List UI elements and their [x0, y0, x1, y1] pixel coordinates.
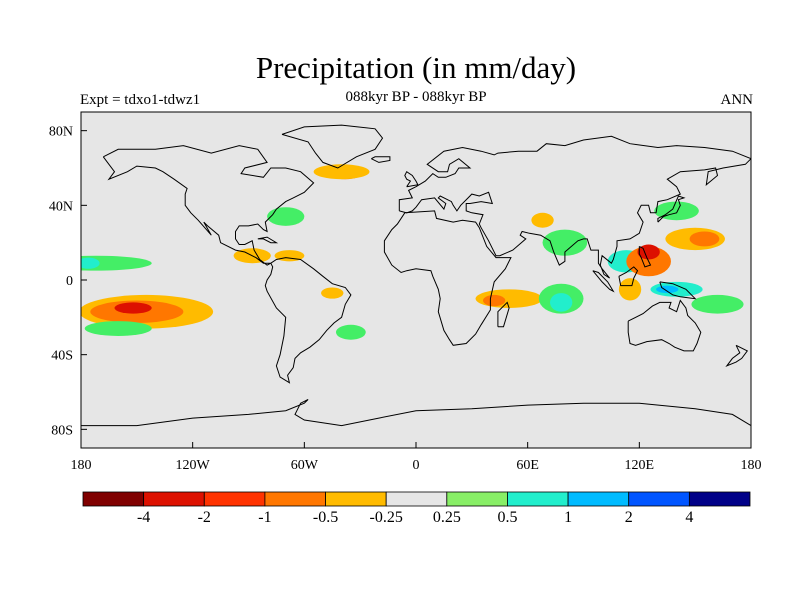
colorbar-label: -0.5 [313, 509, 338, 526]
anomaly-brazil-dry [321, 287, 344, 299]
anomaly-indian-ocean-wet-core [550, 293, 573, 312]
anomaly-south-pacific-dry-center [114, 302, 152, 314]
colorbar-label: -4 [137, 509, 150, 526]
colorbar-label: 0.25 [433, 509, 461, 526]
anomaly-australia-dry [618, 278, 642, 301]
period-subtitle: 088kyr BP - 088kyr BP [345, 89, 487, 105]
anomaly-coral-sea-wet [691, 294, 744, 314]
colorbar-swatch [446, 491, 508, 507]
x-tick-label: 120E [625, 458, 655, 473]
coastline-australia [627, 299, 702, 352]
coastline-philippines [638, 245, 652, 268]
coastline-south-america [264, 257, 352, 384]
colorbar-swatch [82, 491, 145, 507]
y-tick-label: 40N [49, 199, 73, 214]
colorbar-swatch [628, 491, 690, 507]
colorbar-label: -0.25 [370, 509, 403, 526]
colorbar-label: 0.5 [497, 509, 517, 526]
anomaly-greenland-sea-dry-edge [313, 164, 370, 180]
anomaly-north-pacific-tropical-band [81, 255, 152, 271]
colorbar-swatch [143, 491, 205, 507]
page-title: Precipitation (in mm/day) [255, 50, 577, 85]
x-tick-label: 60E [516, 458, 539, 473]
anomaly-south-atlantic-wet [335, 324, 366, 340]
coastline-cuba [257, 236, 279, 244]
anomaly-east-africa-dry-core [483, 294, 506, 307]
coastline-madagascar [497, 301, 510, 328]
colorbar-label: 4 [685, 509, 693, 526]
anomaly-west-pacific-dry-core [689, 231, 720, 247]
anomaly-north-pacific-tropical-band-east [81, 257, 100, 269]
anomaly-north-atlantic-wet [267, 207, 305, 226]
anomaly-arabian-sea-dry [531, 212, 554, 228]
coastlines [81, 124, 751, 427]
map-background [81, 112, 751, 448]
x-tick-label: 120W [176, 458, 211, 473]
colorbar-swatch [688, 491, 751, 507]
y-tick-label: 40S [51, 349, 73, 364]
coastline-japan [657, 195, 686, 223]
coastline-sumatra [592, 270, 615, 293]
colorbar-label: 2 [625, 509, 633, 526]
coastline-great-britain [404, 170, 419, 188]
coastline-north-america [102, 145, 315, 266]
experiment-label: Expt = tdxo1-tdwz1 [80, 92, 201, 108]
x-tick-label: 60W [291, 458, 319, 473]
coastline-greenland [281, 124, 384, 169]
anomaly-india-wet [542, 229, 588, 256]
colorbar-label: -1 [258, 509, 271, 526]
x-tick-label: 0 [413, 458, 420, 473]
x-tick-label: 180 [71, 458, 92, 473]
colorbar-swatch [264, 491, 326, 507]
coastline-new-guinea [659, 281, 697, 300]
colorbar-label: 1 [564, 509, 572, 526]
colorbar: -4 -2 -1 -0.5 -0.25 0.25 0.5 1 2 4 [82, 491, 751, 526]
coastline-borneo [618, 266, 639, 287]
coastline-africa [383, 210, 512, 346]
colorbar-swatch [385, 491, 448, 507]
anomaly-indonesia-wet-core [656, 285, 679, 294]
coastline-eurasia [398, 135, 751, 279]
colorbar-swatch [567, 491, 630, 507]
colorbar-swatch [325, 491, 387, 507]
season-label: ANN [720, 92, 754, 108]
anomaly-fields [81, 164, 744, 340]
anomaly-south-pacific-wet-south [84, 321, 152, 336]
axis-ticks: 180 120W 60W 0 60E 120E 180 80N 40N 0 40S 80S [49, 125, 762, 473]
coastline-new-zealand [725, 344, 749, 368]
colorbar-swatch [507, 491, 569, 507]
y-tick-label: 80S [51, 423, 73, 438]
anomaly-north-pacific-wet [654, 201, 699, 221]
colorbar-swatch [203, 491, 266, 507]
y-tick-label: 0 [66, 274, 73, 289]
coastline-antarctica [81, 399, 751, 427]
y-tick-label: 80N [49, 125, 73, 140]
coastline-iceland [371, 156, 391, 163]
colorbar-label: -2 [198, 509, 211, 526]
x-tick-label: 180 [741, 458, 762, 473]
